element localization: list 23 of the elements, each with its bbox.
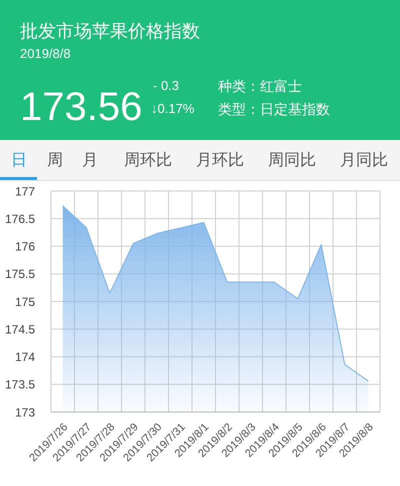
text: ↓0.17% [151,101,194,116]
text: 月环比 [196,152,244,169]
chart-title: 批发市场苹果价格指数 [20,20,200,42]
text: - 0.3 [153,78,180,93]
text: 周环比 [124,152,172,169]
y-tick-label: 177 [14,184,36,198]
chart-subtitle: 2019/8/8 [20,46,71,62]
y-tick-label: 173.5 [4,378,36,392]
text: 月 [82,152,98,169]
text: 周 [47,152,63,169]
text: 日 [11,152,27,169]
y-tick-label: 176.5 [4,212,36,226]
y-tick-label: 176 [14,240,36,254]
text: 173.56 [20,85,142,129]
text: 类型：日定基指数 [218,101,330,117]
y-tick-label: 174 [14,350,36,364]
text: 种类：红富士 [218,78,302,94]
y-tick-label: 174.5 [4,322,36,336]
y-tick-label: 175.5 [4,267,36,282]
y-tick-label: 175 [14,294,36,309]
text: 月同比 [340,152,388,169]
text: 周同比 [268,152,316,169]
y-tick-label: 173 [14,405,36,420]
